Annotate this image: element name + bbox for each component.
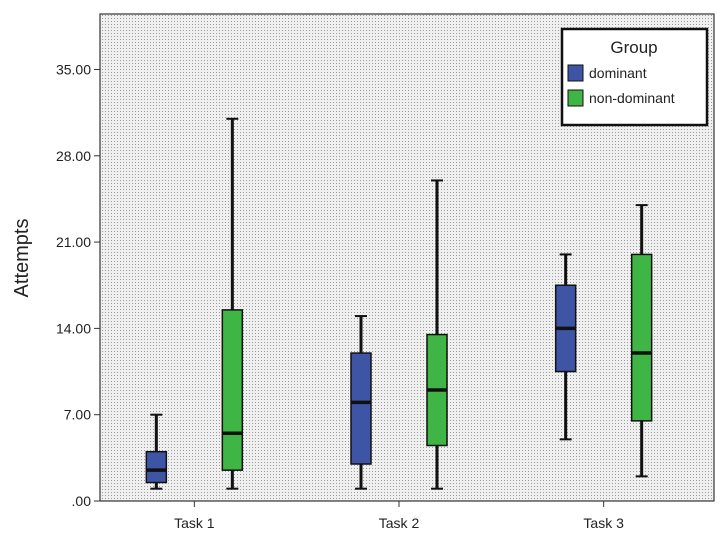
- y-axis-title: Attempts: [11, 219, 33, 298]
- box-non-dominant-2: [426, 179, 448, 490]
- legend-swatch: [567, 89, 584, 107]
- legend-frame: [560, 27, 709, 127]
- x-axis: Task 1 Task 2 Task 3: [174, 501, 624, 531]
- box-group: [145, 117, 653, 490]
- box-dominant-2: [350, 315, 372, 490]
- y-axis: .00 7.00 14.00 21.00 28.00 35.00: [56, 61, 100, 509]
- iqr-box: [145, 450, 168, 484]
- y-tick-label: 21.00: [56, 234, 91, 250]
- y-tick-label: 35.00: [56, 61, 91, 77]
- iqr-box: [350, 352, 372, 465]
- box-dominant-1: [145, 413, 168, 490]
- y-tick-label: .00: [72, 493, 92, 509]
- y-tick-label: 14.00: [56, 320, 91, 336]
- legend-swatch: [567, 64, 584, 82]
- x-tick-label: Task 1: [174, 515, 215, 531]
- box-non-dominant-3: [630, 204, 653, 478]
- legend-label: non-dominant: [589, 90, 675, 106]
- legend: Group dominant non-dominant: [560, 27, 709, 127]
- y-tick-label: 7.00: [64, 407, 91, 423]
- legend-label: dominant: [589, 65, 647, 81]
- y-tick-label: 28.00: [56, 148, 91, 164]
- box-dominant-3: [554, 253, 577, 441]
- iqr-box: [221, 309, 244, 471]
- x-tick-label: Task 2: [379, 515, 420, 531]
- legend-title: Group: [610, 38, 657, 57]
- box-non-dominant-1: [221, 117, 244, 490]
- iqr-box: [630, 253, 653, 422]
- x-tick-label: Task 3: [583, 515, 624, 531]
